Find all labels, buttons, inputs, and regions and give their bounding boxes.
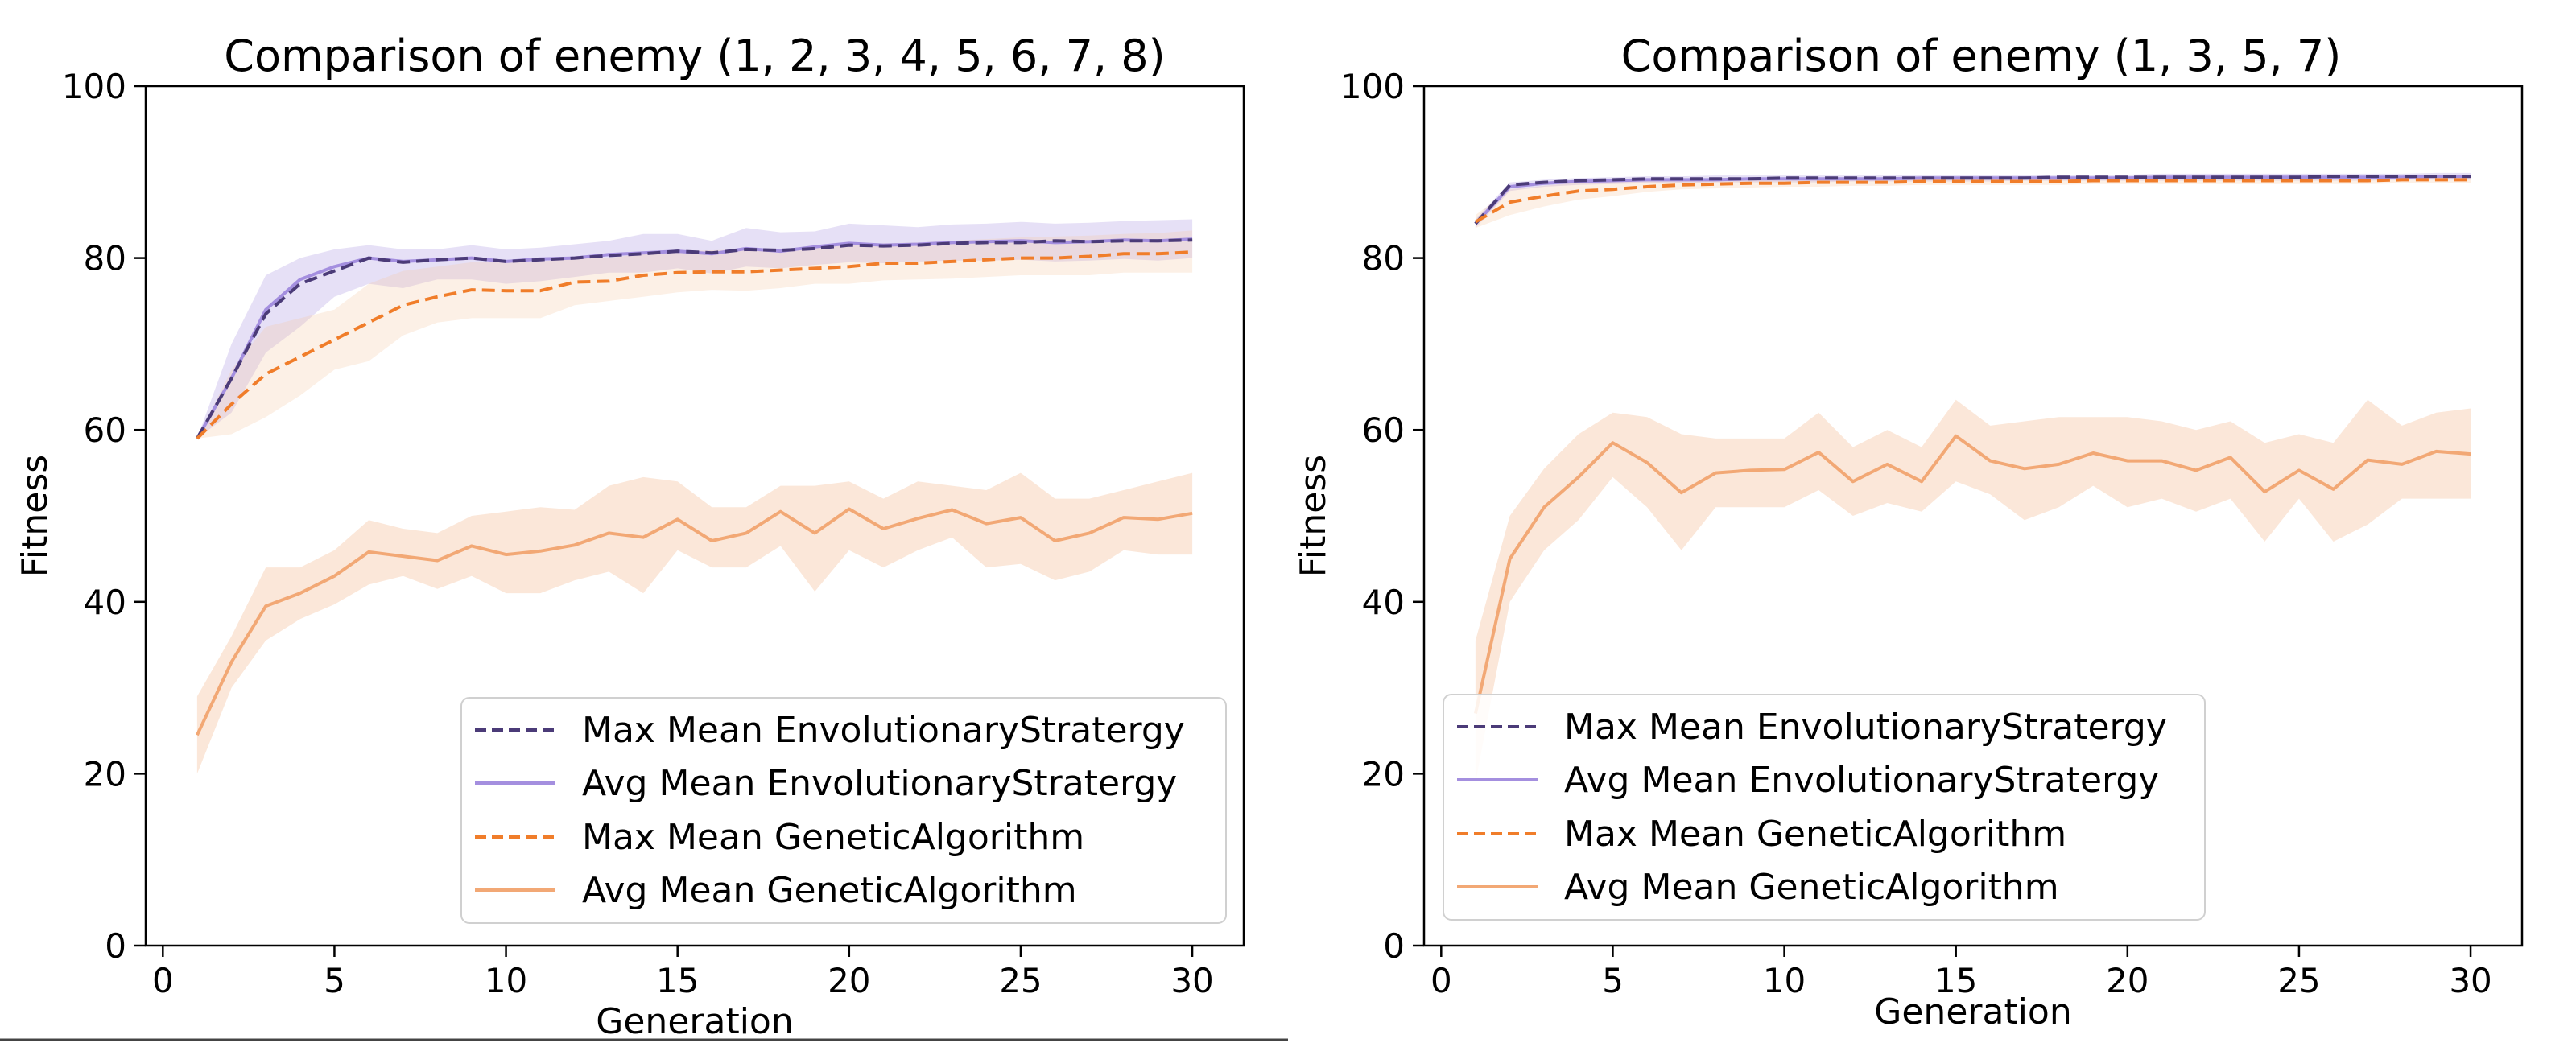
x-tick-label: 10 (1763, 961, 1806, 1000)
y-tick-label: 80 (1362, 239, 1405, 278)
y-tick-label: 20 (1362, 754, 1405, 794)
y-tick-label: 100 (1340, 67, 1405, 106)
plot-frame (1422, 85, 2524, 947)
x-tick-label: 30 (2449, 961, 2491, 1000)
x-tick-label: 10 (485, 961, 527, 1000)
x-tick-label: 20 (828, 961, 870, 1000)
x-axis-ticks: 0 5 10 15 20 25 30 (152, 946, 1214, 1000)
x-axis-ticks: 0 5 10 15 20 25 30 (1430, 946, 2492, 1000)
x-tick-label: 15 (656, 961, 699, 1000)
chart-left: Comparison of enemy (1, 2, 3, 4, 5, 6, 7… (14, 31, 1245, 1042)
legend-label: Max Mean EnvolutionaryStratergy (582, 710, 1185, 751)
y-axis-ticks: 0 20 40 60 80 100 (62, 67, 146, 966)
y-tick-label: 0 (105, 926, 126, 966)
series-line (1474, 175, 2471, 225)
plot-frame (144, 85, 1245, 947)
y-tick-label: 60 (1362, 410, 1405, 450)
y-axis-label: Fitness (1293, 455, 1334, 577)
series-line (196, 250, 1193, 440)
series-lines (1473, 175, 2471, 715)
confidence-band (1475, 176, 2471, 229)
x-axis-label: Generation (596, 1001, 793, 1042)
x-axis-label: Generation (1874, 991, 2071, 1033)
x-tick-label: 25 (2277, 961, 2320, 1000)
legend-box (460, 697, 1227, 924)
legend-label: Avg Mean EnvolutionaryStratergy (582, 763, 1177, 804)
series-line (1473, 434, 2471, 715)
x-tick-label: 30 (1170, 961, 1213, 1000)
x-tick-label: 25 (999, 961, 1042, 1000)
legend-box (1443, 694, 2206, 921)
x-tick-label: 15 (1934, 961, 1977, 1000)
x-tick-label: 20 (2106, 961, 2149, 1000)
confidence-band (196, 219, 1193, 439)
confidence-bands (196, 219, 1193, 774)
y-tick-label: 0 (1383, 926, 1405, 966)
confidence-band (196, 230, 1193, 439)
legend-label: Avg Mean GeneticAlgorithm (1564, 867, 2059, 908)
legend-label: Avg Mean EnvolutionaryStratergy (1564, 760, 2159, 801)
legend: Max Mean EnvolutionaryStratergy Avg Mean… (460, 697, 1227, 924)
y-tick-label: 100 (62, 67, 126, 106)
x-tick-label: 0 (152, 961, 174, 1000)
legend-label: Max Mean EnvolutionaryStratergy (1564, 707, 2167, 748)
confidence-band (1475, 399, 2471, 783)
y-tick-label: 40 (1362, 583, 1405, 622)
legend-label: Max Mean GeneticAlgorithm (582, 817, 1084, 858)
chart-title: Comparison of enemy (1, 2, 3, 4, 5, 6, 7… (224, 31, 1165, 81)
series-line (196, 507, 1193, 736)
y-tick-label: 60 (84, 410, 126, 450)
chart-right: Comparison of enemy (1, 3, 5, 7) 0 5 10 15 2… (1293, 31, 2524, 1033)
legend-label: Max Mean GeneticAlgorithm (1564, 814, 2066, 855)
series-line (196, 238, 1193, 439)
y-axis-label: Fitness (14, 455, 56, 577)
x-tick-label: 0 (1430, 961, 1452, 1000)
chart-title: Comparison of enemy (1, 3, 5, 7) (1621, 31, 2342, 81)
series-line (1474, 178, 2471, 224)
legend-label: Avg Mean GeneticAlgorithm (582, 870, 1077, 911)
y-tick-label: 40 (84, 583, 126, 622)
legend: Max Mean EnvolutionaryStratergy Avg Mean… (1443, 694, 2206, 921)
x-tick-label: 5 (324, 961, 345, 1000)
confidence-band (196, 472, 1193, 774)
series-lines (196, 237, 1193, 736)
y-tick-label: 20 (84, 754, 126, 794)
y-tick-label: 80 (84, 239, 126, 278)
x-tick-label: 5 (1602, 961, 1624, 1000)
y-axis-ticks: 0 20 40 60 80 100 (1340, 67, 1424, 966)
